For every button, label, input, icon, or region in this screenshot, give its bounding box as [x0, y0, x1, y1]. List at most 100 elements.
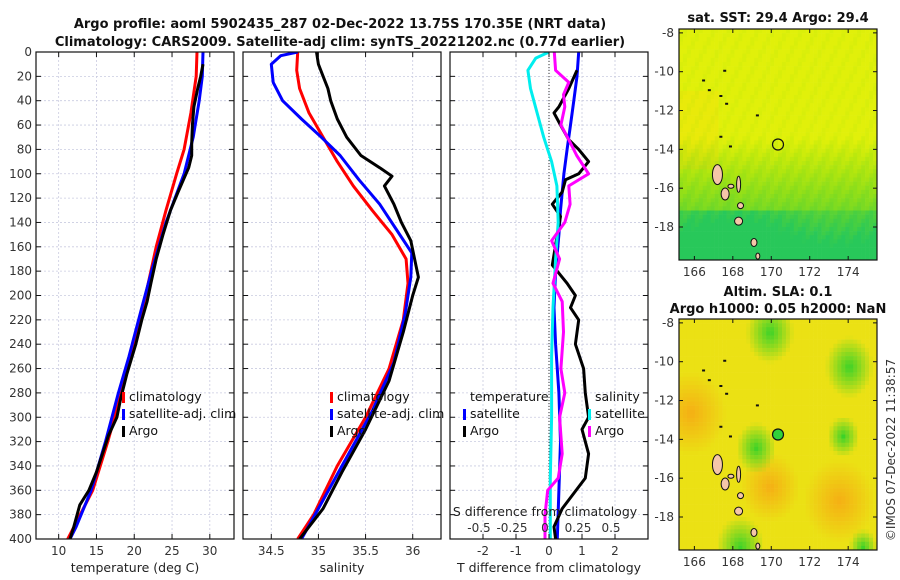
- map-cell: [809, 198, 814, 203]
- map-cell: [833, 37, 838, 42]
- map-cell: [730, 446, 735, 452]
- map-cell: [809, 111, 814, 116]
- map-cell: [746, 401, 751, 406]
- map-cell: [770, 156, 775, 162]
- map-cell: [686, 173, 692, 178]
- map-cell: [849, 33, 854, 38]
- map-cell: [813, 409, 818, 415]
- map-cell: [718, 331, 723, 336]
- map-cell: [750, 165, 755, 170]
- map-cell: [837, 78, 842, 83]
- map-cell: [813, 49, 818, 55]
- map-cell: [869, 202, 874, 207]
- map-cell: [837, 115, 842, 121]
- map-cell: [793, 86, 799, 92]
- map-cell: [710, 393, 715, 398]
- map-cell: [813, 360, 818, 365]
- map-cell: [813, 62, 818, 67]
- map-cell: [853, 459, 858, 464]
- map-cell: [706, 455, 711, 460]
- map-cell: [754, 356, 759, 361]
- map-cell: [797, 352, 803, 357]
- map-cell: [746, 66, 751, 71]
- map-cell: [793, 343, 799, 349]
- map-cell: [793, 372, 799, 378]
- map-cell: [841, 218, 846, 224]
- map-cell: [793, 136, 799, 141]
- map-cell: [758, 140, 763, 145]
- map-cell: [809, 372, 814, 378]
- map-cell: [845, 177, 850, 182]
- map-cell: [861, 451, 866, 456]
- map-cell: [781, 198, 787, 203]
- map-cell: [817, 401, 822, 406]
- map-cell: [817, 62, 822, 67]
- map-cell: [690, 144, 696, 149]
- map-cell: [869, 442, 874, 448]
- map-cell: [801, 206, 807, 211]
- map-cell: [778, 177, 783, 182]
- map-cell: [746, 78, 751, 83]
- map-cell: [809, 49, 814, 55]
- map-cell: [762, 103, 767, 108]
- map-cell: [857, 152, 862, 158]
- map-cell: [841, 413, 846, 419]
- map-cell: [841, 78, 846, 83]
- map-cell: [837, 327, 842, 332]
- map-cell: [762, 177, 767, 182]
- map-cell: [730, 347, 735, 353]
- map-cell: [781, 82, 787, 88]
- map-cell: [793, 169, 799, 174]
- map-cell: [781, 401, 787, 406]
- map-cell: [730, 218, 735, 224]
- map-cell: [738, 198, 743, 203]
- map-cell: [774, 360, 779, 365]
- map-cell: [781, 222, 787, 228]
- map-cell: [869, 459, 874, 464]
- map-cell: [686, 347, 692, 353]
- map-cell: [679, 165, 684, 170]
- map-cell: [690, 385, 696, 390]
- map-cell: [825, 235, 830, 240]
- map-cell: [869, 389, 874, 394]
- map-cell: [825, 389, 830, 394]
- map-cell: [873, 231, 878, 236]
- map-cell: [706, 255, 711, 261]
- map-cell: [841, 446, 846, 452]
- map-cell: [746, 393, 751, 398]
- map-cell: [849, 198, 854, 203]
- map-cell: [845, 360, 850, 365]
- map-cell: [849, 227, 854, 232]
- map-cell: [837, 463, 842, 468]
- map-cell: [698, 251, 704, 257]
- map-cell: [774, 119, 779, 125]
- map-cell: [841, 376, 846, 382]
- map-cell: [766, 463, 771, 468]
- map-cell: [801, 218, 807, 224]
- map-cell: [702, 376, 708, 382]
- map-cell: [781, 144, 787, 149]
- map-cell: [873, 41, 878, 46]
- map-cell: [789, 401, 795, 406]
- map-cell: [730, 181, 735, 187]
- map-cell: [770, 152, 775, 158]
- map-cell: [841, 451, 846, 456]
- map-cell: [833, 235, 838, 240]
- map-cell: [821, 119, 826, 125]
- map-cell: [849, 418, 854, 423]
- map-cell: [837, 45, 842, 50]
- map-cell: [865, 161, 870, 166]
- map-cell: [746, 455, 751, 460]
- map-cell: [849, 177, 854, 182]
- map-cell: [805, 364, 810, 369]
- map-cell: [865, 227, 870, 232]
- map-cell: [758, 128, 763, 133]
- map-cell: [785, 74, 791, 79]
- map-cell: [754, 107, 759, 112]
- map-cell: [829, 426, 834, 431]
- map-cell: [742, 185, 747, 191]
- map-cell: [849, 235, 854, 240]
- map-cell: [789, 214, 795, 220]
- map-cell: [754, 90, 759, 96]
- map-cell: [710, 227, 715, 232]
